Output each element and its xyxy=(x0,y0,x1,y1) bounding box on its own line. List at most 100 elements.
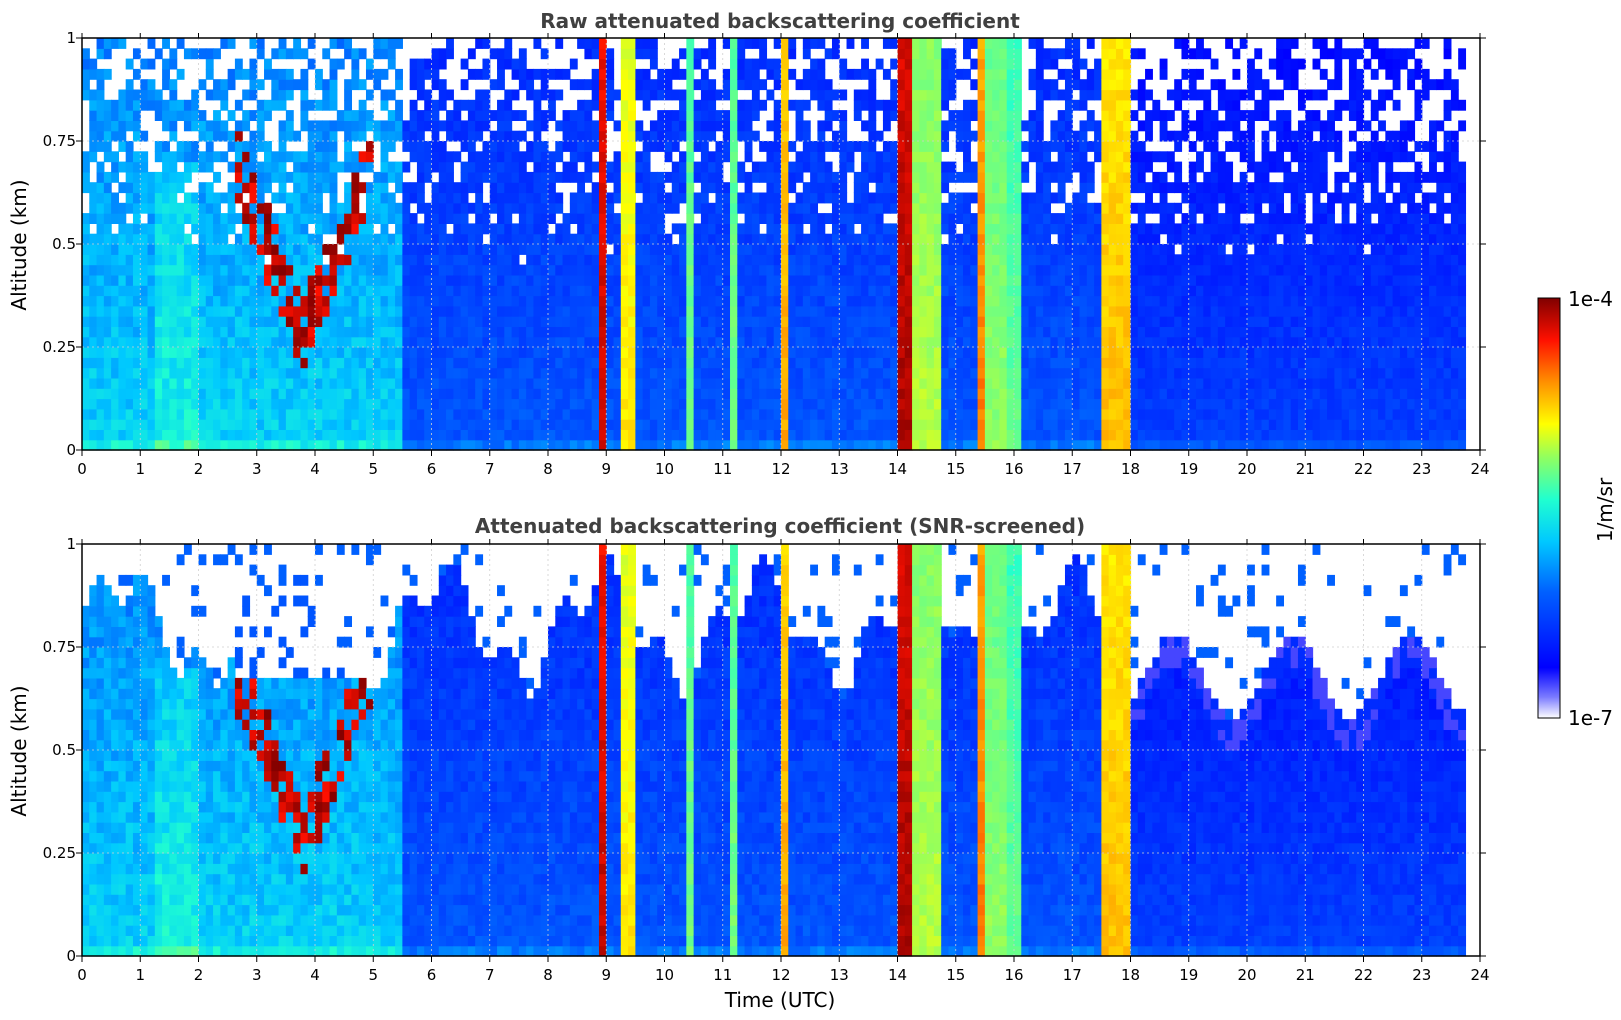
heat-cell xyxy=(1006,182,1015,194)
heat-cell xyxy=(256,130,265,142)
heat-cell xyxy=(1064,68,1073,80)
heat-cell xyxy=(700,161,709,173)
heat-cell xyxy=(402,213,411,224)
heat-cell xyxy=(402,367,411,379)
heat-cell xyxy=(751,439,760,451)
heat-cell xyxy=(649,89,658,101)
heat-cell xyxy=(1021,377,1030,389)
heat-cell xyxy=(1072,398,1081,410)
heat-cell xyxy=(737,264,746,276)
heat-cell xyxy=(1035,408,1044,420)
heat-cell xyxy=(577,38,586,49)
heat-cell xyxy=(526,398,535,410)
heat-cell xyxy=(628,141,636,152)
heat-cell xyxy=(446,213,454,224)
heat-cell xyxy=(132,99,141,111)
heat-cell xyxy=(1086,68,1095,80)
heat-cell xyxy=(489,161,498,173)
heat-cell xyxy=(963,161,971,173)
heat-cell xyxy=(700,110,709,121)
heat-cell xyxy=(329,377,338,389)
heat-cell xyxy=(489,377,498,389)
heat-cell xyxy=(671,254,680,266)
heat-cell xyxy=(1101,274,1110,286)
heat-cell xyxy=(846,68,855,80)
heat-cell xyxy=(744,254,753,266)
heat-cell xyxy=(555,295,564,307)
heat-cell xyxy=(686,316,695,327)
heat-cell xyxy=(300,213,309,224)
heat-cell xyxy=(336,161,345,173)
heat-cell xyxy=(125,439,134,451)
heat-cell xyxy=(1079,367,1088,379)
heat-cell xyxy=(1006,264,1015,276)
heat-cell xyxy=(293,285,302,297)
heat-cell xyxy=(1094,408,1102,420)
heat-cell xyxy=(315,326,323,338)
heat-cell xyxy=(795,130,804,142)
heat-cell xyxy=(737,388,746,400)
heat-cell xyxy=(416,120,425,132)
heat-cell xyxy=(169,89,178,101)
heat-cell xyxy=(307,213,316,224)
heat-cell xyxy=(460,439,469,451)
heat-cell xyxy=(999,202,1008,214)
heat-cell xyxy=(984,120,993,132)
heat-cell xyxy=(358,419,367,430)
heat-cell xyxy=(446,388,454,400)
heat-cell xyxy=(955,120,964,132)
heat-cell xyxy=(999,254,1008,266)
heat-cell xyxy=(365,336,374,348)
heat-cell xyxy=(868,408,877,420)
heat-cell xyxy=(584,305,593,317)
heat-cell xyxy=(220,285,229,297)
heat-cell xyxy=(365,233,374,245)
heat-cell xyxy=(176,254,185,266)
heat-cell xyxy=(191,274,200,286)
heat-cell xyxy=(730,367,738,379)
heat-cell xyxy=(213,357,221,369)
heat-cell xyxy=(387,264,396,276)
heat-cell xyxy=(198,316,207,327)
heat-cell xyxy=(941,357,950,369)
heat-cell xyxy=(759,79,768,91)
heat-cell xyxy=(1006,58,1015,70)
heat-cell xyxy=(242,377,251,389)
heat-cell xyxy=(926,244,935,255)
heat-cell xyxy=(307,161,316,173)
heat-cell xyxy=(642,398,651,410)
heat-cell xyxy=(562,295,571,307)
heat-cell xyxy=(730,326,738,338)
heat-cell xyxy=(140,316,149,327)
heat-cell xyxy=(111,171,120,183)
heat-cell xyxy=(111,244,120,255)
heat-cell xyxy=(285,367,294,379)
heat-cell xyxy=(875,419,884,430)
heat-cell xyxy=(285,233,294,245)
heat-cell xyxy=(344,192,353,204)
heat-cell xyxy=(795,439,804,451)
heat-cell xyxy=(380,48,389,60)
heat-cell xyxy=(635,151,644,163)
heat-cell xyxy=(89,305,98,317)
heat-cell xyxy=(89,367,98,379)
heat-cell xyxy=(970,213,979,224)
heat-cell xyxy=(1086,202,1095,214)
heat-cell xyxy=(984,38,993,49)
heat-cell xyxy=(591,161,600,173)
heat-cell xyxy=(96,233,105,245)
heat-cell xyxy=(497,161,505,173)
heat-cell xyxy=(963,429,971,441)
heat-cell xyxy=(169,244,178,255)
heat-cell xyxy=(897,233,906,245)
heat-cell xyxy=(562,316,571,327)
heat-cell xyxy=(96,367,105,379)
heat-cell xyxy=(395,171,403,183)
heat-cell xyxy=(162,408,170,420)
heat-cell xyxy=(933,213,942,224)
heat-cell xyxy=(700,347,709,358)
heat-cell xyxy=(271,305,280,317)
heat-cell xyxy=(1064,388,1073,400)
heat-cell xyxy=(89,408,98,420)
heat-cell xyxy=(824,408,833,420)
